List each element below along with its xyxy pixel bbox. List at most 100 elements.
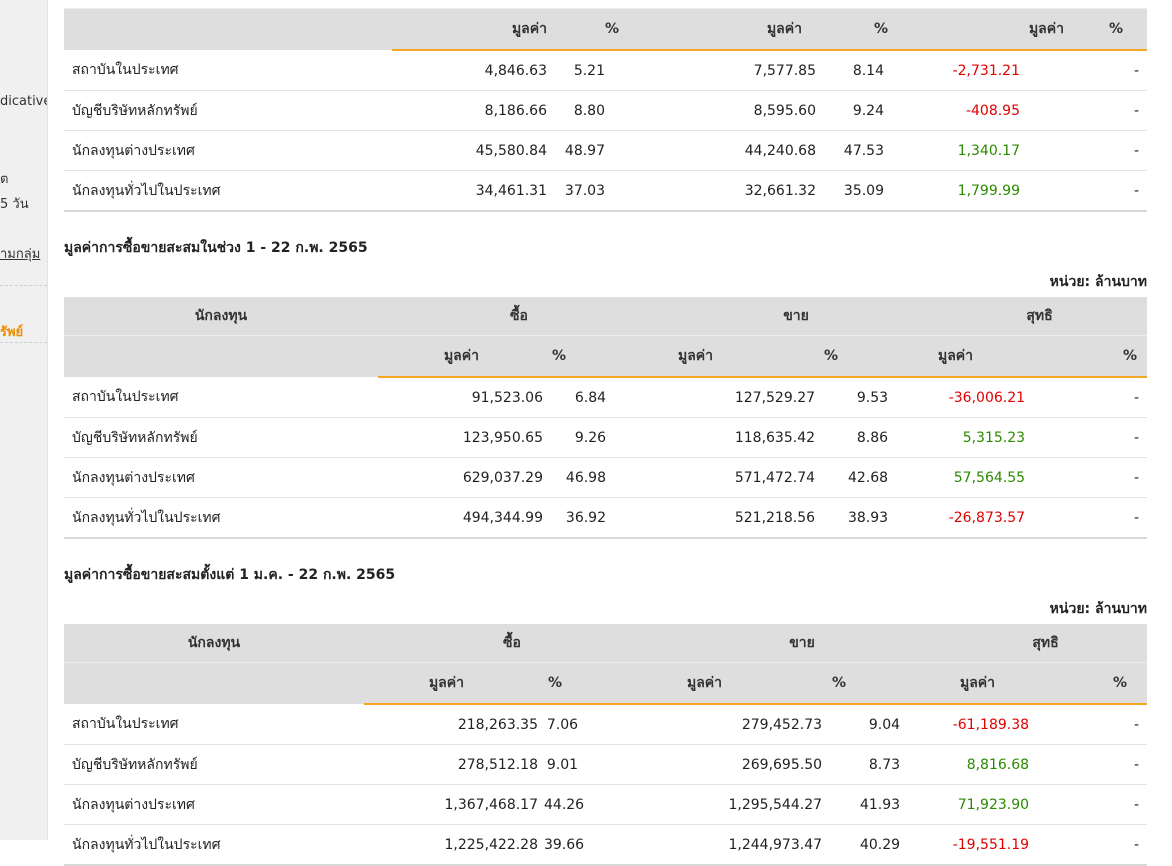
net-value-cell: 1,340.17 [928,130,1088,171]
buy-value-cell: 494,344.99 [378,497,549,539]
header-investor: นักลงทุน [64,624,364,663]
table-body: สถาบันในประเทศ 218,263.35 7.06 279,452.73 9.… [64,704,1148,866]
sidebar-text-days: 5 วัน [0,197,29,212]
investor-name-cell: นักลงทุนต่างประเทศ [64,457,378,498]
header-sell-pct: % [828,662,945,705]
buy-pct-cell: 48.97 [553,130,659,171]
buy-value-cell: 1,367,468.17 [364,784,544,825]
investor-name-cell: นักลงทุนทั่วไปในประเทศ [64,170,392,212]
buy-pct-cell: 46.98 [549,457,661,498]
buy-pct-cell: 9.26 [549,417,661,458]
net-pct-cell: - [1088,90,1147,131]
buy-value-cell: 34,461.31 [392,170,553,212]
header-net: สุทธิ [932,297,1148,336]
buy-value-cell: 278,512.18 [364,744,544,785]
sidebar-divider [0,342,47,343]
sell-value-cell: 521,218.56 [660,497,822,539]
buy-value-cell: 91,523.06 [378,377,549,418]
sell-pct-cell: 38.93 [821,497,933,539]
sell-pct-cell: 35.09 [822,170,928,212]
unit-label: หน่วย: ล้านบาท [1049,601,1147,617]
net-pct-cell: - [1091,417,1148,458]
header-net-pct: % [1091,335,1148,378]
buy-value-cell: 123,950.65 [378,417,549,458]
sell-value-cell: 7,577.85 [659,50,822,91]
sell-value-cell: 127,529.27 [660,377,822,418]
table-body: สถาบันในประเทศ 4,846.63 5.21 7,577.85 8.14 -2… [64,50,1147,212]
sell-pct-cell: 40.29 [828,824,945,866]
sidebar-item-active[interactable]: รัพย์ [0,325,24,340]
header-net-value: มูลค่า [928,8,1088,51]
sell-value-cell: 8,595.60 [659,90,822,131]
sell-pct-cell: 8.73 [828,744,945,785]
buy-value-cell: 4,846.63 [392,50,553,91]
header-net-pct: % [1093,662,1148,705]
section-title-feb-range: มูลค่าการซื้อขายสะสมในช่วง 1 - 22 ก.พ. 2… [64,240,368,256]
buy-pct-cell: 36.92 [549,497,661,539]
header-investor-spacer [64,335,378,377]
header-buy: ซื้อ [378,297,661,336]
net-value-cell: 5,315.23 [932,417,1092,458]
net-pct-cell: - [1088,50,1147,91]
section-title-ytd: มูลค่าการซื้อขายสะสมตั้งแต่ 1 ม.ค. - 22 … [64,567,396,583]
sell-pct-cell: 42.68 [821,457,933,498]
sell-pct-cell: 41.93 [828,784,945,825]
sell-value-cell: 32,661.32 [659,170,822,212]
net-pct-cell: - [1088,130,1147,171]
net-pct-cell: - [1093,824,1148,866]
buy-pct-cell: 9.01 [544,744,661,785]
buy-pct-cell: 44.26 [544,784,661,825]
header-net: สุทธิ [944,624,1148,663]
table-row: นักลงทุนต่างประเทศ 629,037.29 46.98 571,472… [64,457,1148,498]
net-value-cell: -26,873.57 [932,497,1092,539]
sell-value-cell: 1,295,544.27 [660,784,829,825]
sell-value-cell: 279,452.73 [660,704,829,745]
investor-name-cell: บัญชีบริษัทหลักทรัพย์ [64,417,378,458]
sell-value-cell: 571,472.74 [660,457,822,498]
header-net-value: มูลค่า [944,662,1094,705]
sell-value-cell: 44,240.68 [659,130,822,171]
investor-name-cell: สถาบันในประเทศ [64,50,392,91]
header-sell-pct: % [821,335,933,378]
net-value-cell: -19,551.19 [944,824,1094,866]
header-buy: ซื้อ [364,624,661,663]
header-sell-value: มูลค่า [660,335,822,378]
buy-pct-cell: 8.80 [553,90,659,131]
table-row: สถาบันในประเทศ 91,523.06 6.84 127,529.27 9.5… [64,377,1148,418]
main-content: มูลค่า % มูลค่า % มูลค่า % สถาบันในประเท… [64,0,1148,866]
net-value-cell: -408.95 [928,90,1088,131]
header-buy-value: มูลค่า [378,335,549,378]
net-value-cell: -36,006.21 [932,377,1092,418]
table-row: นักลงทุนทั่วไปในประเทศ 34,461.31 37.03 32,6… [64,170,1147,212]
table-row: สถาบันในประเทศ 218,263.35 7.06 279,452.73 9.… [64,704,1148,745]
net-pct-cell: - [1091,377,1148,418]
investor-name-cell: นักลงทุนทั่วไปในประเทศ [64,497,378,539]
net-pct-cell: - [1088,170,1147,212]
buy-pct-cell: 5.21 [553,50,659,91]
buy-pct-cell: 37.03 [553,170,659,212]
net-value-cell: -2,731.21 [928,50,1088,91]
table-row: บัญชีบริษัทหลักทรัพย์ 123,950.65 9.26 118,6… [64,417,1148,458]
header-sell-value: มูลค่า [659,8,822,51]
header-sell: ขาย [660,624,945,663]
net-pct-cell: - [1093,784,1148,825]
sell-pct-cell: 9.53 [821,377,933,418]
net-pct-cell: - [1091,457,1148,498]
sell-value-cell: 118,635.42 [660,417,822,458]
net-value-cell: 8,816.68 [944,744,1094,785]
table-row: นักลงทุนทั่วไปในประเทศ 1,225,422.28 39.66 1… [64,824,1148,866]
sell-pct-cell: 47.53 [822,130,928,171]
investor-name-cell: นักลงทุนต่างประเทศ [64,130,392,171]
buy-value-cell: 218,263.35 [364,704,544,745]
table-row: นักลงทุนทั่วไปในประเทศ 494,344.99 36.92 521… [64,497,1148,539]
buy-pct-cell: 7.06 [544,704,661,745]
net-pct-cell: - [1093,704,1148,745]
sidebar-text-date: ัต [0,172,9,187]
trading-table-ytd: นักลงทุน ซื้อ ขาย สุทธิ มูลค่า % มูลค่า … [64,624,1148,866]
investor-name-cell: สถาบันในประเทศ [64,704,364,745]
sidebar-link-group[interactable]: ามกลุ่ม [0,247,41,262]
header-sell-pct: % [822,8,928,51]
investor-name-cell: บัญชีบริษัทหลักทรัพย์ [64,90,392,131]
sell-value-cell: 1,244,973.47 [660,824,829,866]
buy-value-cell: 45,580.84 [392,130,553,171]
